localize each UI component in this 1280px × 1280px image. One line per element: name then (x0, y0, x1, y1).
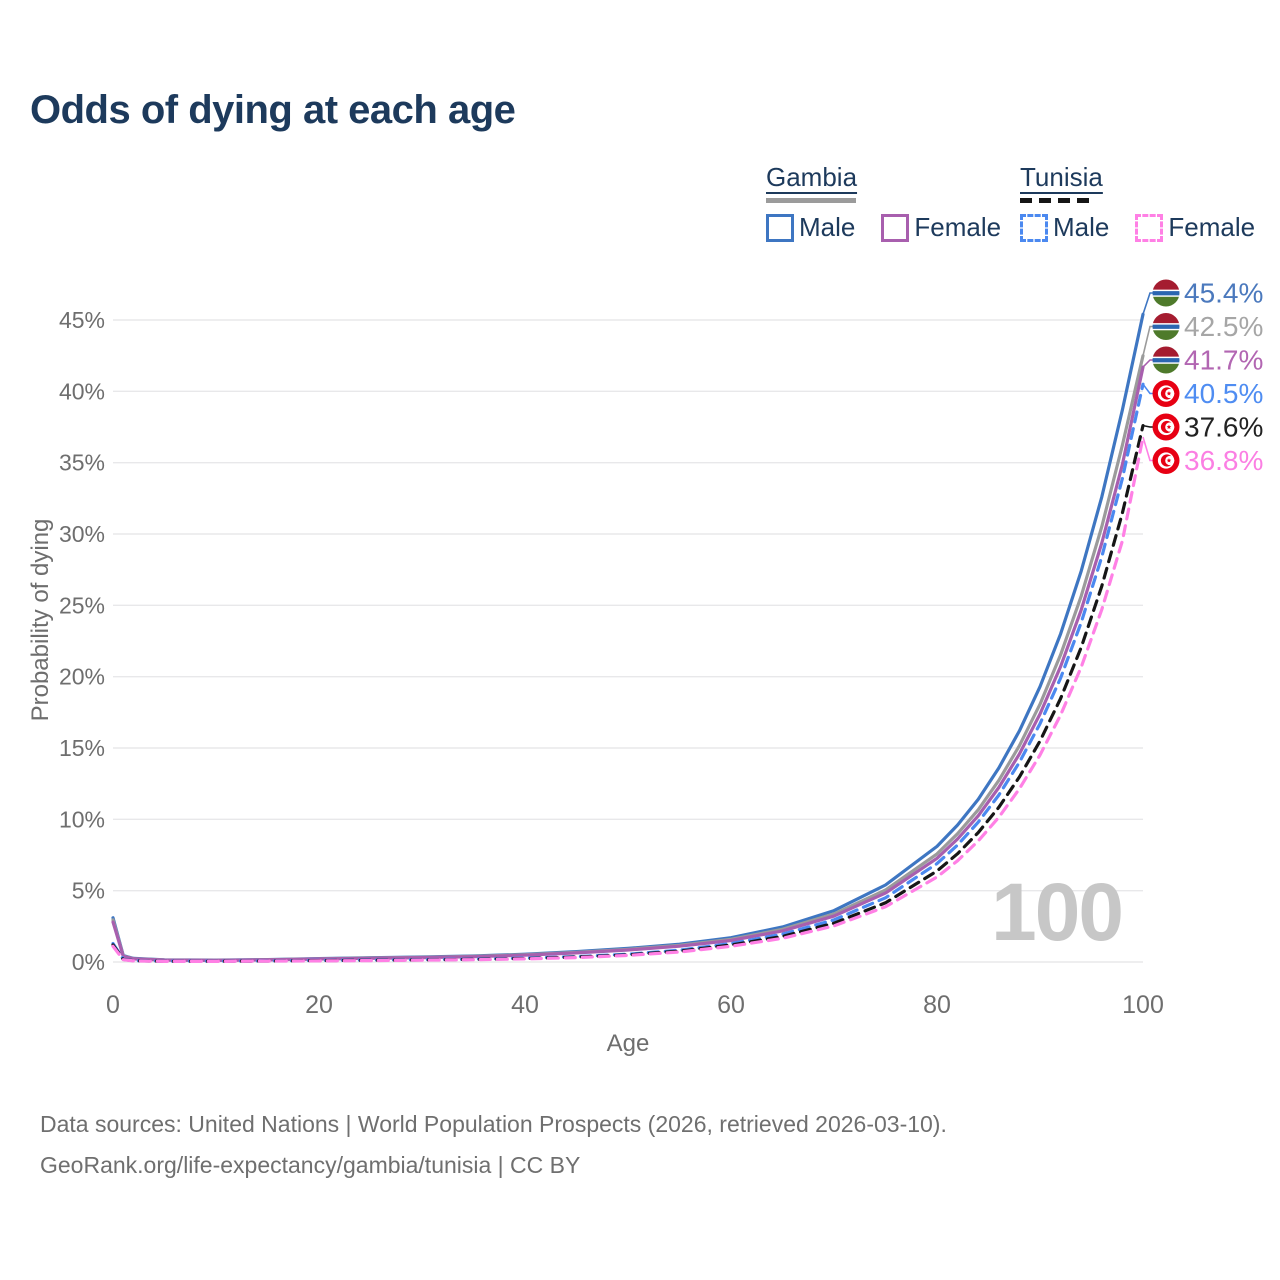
end-label-connector (1142, 359, 1153, 368)
y-tick-label: 10% (59, 806, 105, 832)
legend-group-gambia: Gambia Male Female (766, 162, 1023, 243)
x-tick-label: 60 (717, 991, 745, 1019)
end-label-connector (1142, 292, 1153, 315)
tunisia-female-swatch[interactable] (1135, 213, 1164, 242)
series-line-gambia-male (111, 312, 1145, 962)
legend-item-gambia-female[interactable]: Female (881, 212, 1001, 243)
gambia-flag-icon (1152, 346, 1180, 374)
y-tick-label: 40% (59, 378, 105, 404)
page-title: Odds of dying at each age (30, 88, 516, 132)
end-label-connector (1142, 424, 1153, 428)
footer-attribution: GeoRank.org/life-expectancy/gambia/tunis… (40, 1152, 581, 1178)
x-axis-title: Age (607, 1030, 650, 1057)
legend-label: Female (1168, 212, 1256, 242)
gambia-male-swatch[interactable] (766, 213, 794, 242)
y-tick-label: 0% (72, 949, 105, 975)
y-tick-label: 15% (59, 735, 105, 761)
x-tick-label: 40 (511, 991, 539, 1019)
end-label-connector (1142, 383, 1153, 395)
y-tick-label: 25% (59, 592, 105, 618)
legend-group-tunisia: Tunisia Male Female (1020, 162, 1277, 243)
end-value-label-gambia-male: 45.4% (1184, 278, 1263, 309)
series-line-tunisia-female (111, 435, 1145, 963)
gambia-flag-icon (1152, 313, 1180, 340)
legend-country-tunisia: Tunisia (1020, 162, 1103, 192)
gridlines (113, 319, 1143, 963)
y-tick-label: 30% (59, 521, 105, 547)
legend-label: Male (1053, 212, 1110, 242)
footer: Data sources: United Nations | World Pop… (40, 1104, 947, 1186)
end-label-connector (1142, 436, 1153, 462)
legend-label: Female (914, 212, 1002, 242)
legend-item-tunisia-male[interactable]: Male (1020, 212, 1109, 243)
end-value-label-tunisia-male: 40.5% (1184, 378, 1263, 409)
end-label-connector (1142, 325, 1153, 356)
gambia-line-style-sample (766, 198, 856, 203)
end-value-label-gambia-female: 41.7% (1184, 345, 1263, 376)
end-value-label-tunisia-female: 36.8% (1184, 445, 1263, 476)
x-tick-label: 100 (1122, 991, 1164, 1019)
y-tick-label: 45% (59, 307, 105, 333)
tunisia-flag-icon (1152, 380, 1180, 407)
y-tick-label: 20% (59, 664, 105, 690)
legend-item-gambia-male[interactable]: Male (766, 212, 855, 243)
tunisia-line-style-sample (1020, 198, 1094, 203)
end-value-label-tunisia-both-sexes: 37.6% (1184, 412, 1263, 443)
legend-country-gambia: Gambia (766, 162, 858, 192)
gambia-female-swatch[interactable] (881, 213, 910, 242)
end-value-label-gambia-both-sexes: 42.5% (1184, 311, 1263, 342)
x-tick-label: 80 (923, 991, 951, 1019)
tunisia-flag-icon (1152, 413, 1180, 441)
legend-label: Male (799, 212, 856, 242)
series-line-tunisia-male (111, 382, 1145, 963)
y-axis-title: Probability of dying (27, 519, 54, 722)
age-counter-watermark: 100 (991, 867, 1124, 958)
series-lines (111, 312, 1145, 963)
tunisia-flag-icon (1152, 447, 1180, 474)
tunisia-male-swatch[interactable] (1020, 213, 1048, 242)
x-tick-label: 0 (106, 991, 120, 1019)
gambia-flag-icon (1152, 279, 1180, 307)
footer-data-sources: Data sources: United Nations | World Pop… (40, 1111, 947, 1137)
axis-ticks: 0% 5% 10% 15% 20% 25% 30% 35% 40% 45% 0 20 40 60 80 100… (27, 307, 1164, 1057)
series-line-gambia-both-sexes (111, 354, 1145, 962)
y-tick-label: 5% (72, 878, 105, 904)
end-labels: 45.4%42.5%41.7%40.5%37.6%36.8% (1142, 278, 1263, 476)
legend-item-tunisia-female[interactable]: Female (1135, 212, 1255, 243)
x-tick-label: 20 (305, 991, 333, 1019)
y-tick-label: 35% (59, 450, 105, 476)
series-line-tunisia-both-sexes (111, 424, 1145, 963)
series-line-gambia-female (111, 365, 1145, 962)
